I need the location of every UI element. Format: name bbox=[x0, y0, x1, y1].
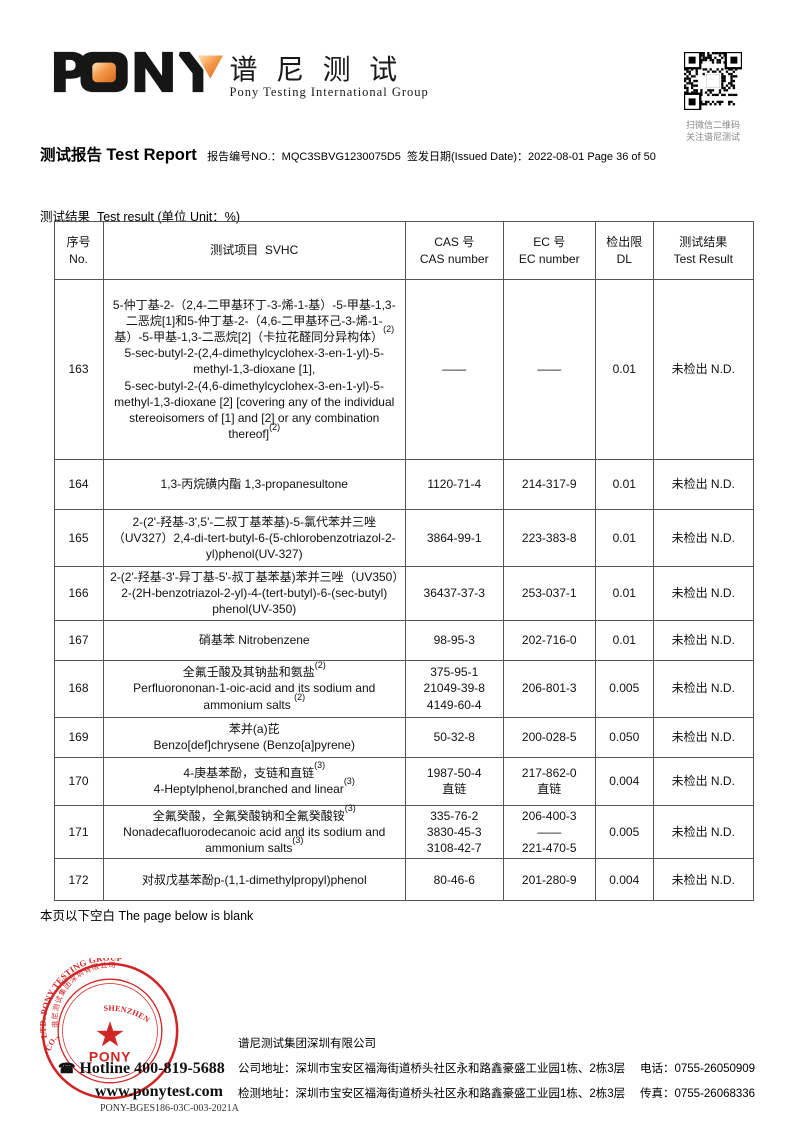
svg-text:SHENZHEN: SHENZHEN bbox=[103, 1004, 151, 1025]
